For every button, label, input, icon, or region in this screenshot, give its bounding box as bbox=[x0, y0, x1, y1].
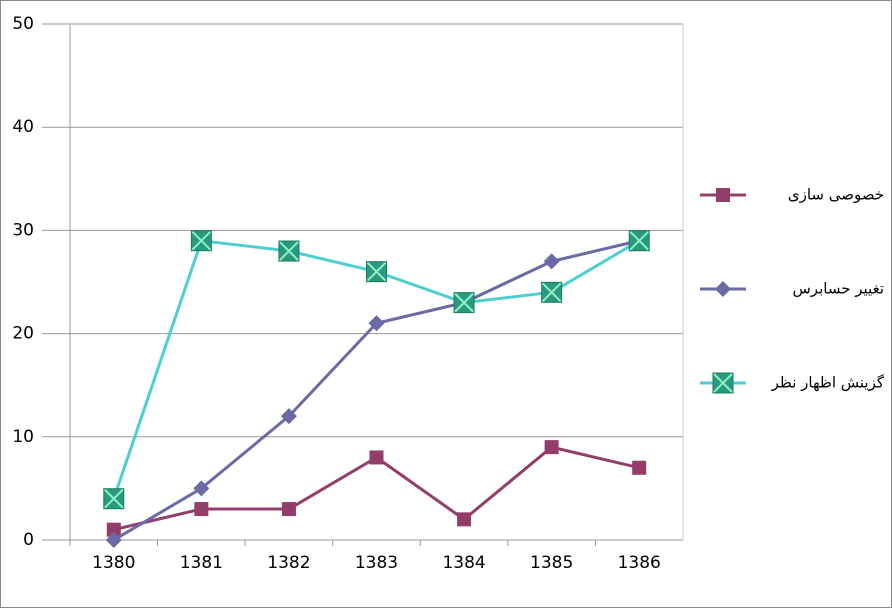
marker bbox=[194, 502, 208, 516]
legend-text: خصوصی سازی bbox=[788, 186, 884, 204]
marker bbox=[367, 262, 387, 282]
y-tick-label: 10 bbox=[12, 427, 34, 447]
marker-part bbox=[545, 440, 559, 454]
legend-text: تغییر حسابرس bbox=[793, 280, 885, 298]
marker-part bbox=[194, 502, 208, 516]
x-tick-label: 1385 bbox=[530, 553, 573, 573]
x-tick-label: 1381 bbox=[180, 553, 223, 573]
chart: 0 10 20 30 40 50 1380 1381 1382 1383 1384 1385 1386 خ… bbox=[0, 0, 892, 608]
marker-part bbox=[282, 502, 296, 516]
chart-border bbox=[1, 1, 892, 608]
marker bbox=[104, 489, 124, 509]
x-tick-label: 1383 bbox=[355, 553, 398, 573]
y-tick-label: 30 bbox=[12, 220, 34, 240]
legend-text: گزینش اظهار نظر bbox=[771, 374, 885, 392]
x-tick-label: 1384 bbox=[442, 553, 485, 573]
marker bbox=[457, 512, 471, 526]
marker-part bbox=[457, 512, 471, 526]
page: {"chart_data": {"type": "line", "categor… bbox=[0, 0, 892, 612]
x-tick-label: 1386 bbox=[618, 553, 661, 573]
marker bbox=[713, 373, 733, 393]
marker bbox=[279, 241, 299, 261]
marker bbox=[716, 188, 730, 202]
y-tick-label: 0 bbox=[23, 530, 34, 550]
marker-part bbox=[716, 188, 730, 202]
y-tick-label: 20 bbox=[12, 324, 34, 344]
marker bbox=[454, 293, 474, 313]
marker bbox=[191, 231, 211, 251]
x-tick-label: 1382 bbox=[267, 553, 310, 573]
marker bbox=[632, 461, 646, 475]
y-tick-label: 40 bbox=[12, 117, 34, 137]
marker-part bbox=[632, 461, 646, 475]
marker bbox=[370, 450, 384, 464]
marker bbox=[542, 282, 562, 302]
marker bbox=[629, 231, 649, 251]
marker bbox=[545, 440, 559, 454]
y-tick-label: 50 bbox=[12, 14, 34, 34]
marker bbox=[282, 502, 296, 516]
marker-part bbox=[370, 450, 384, 464]
x-tick-label: 1380 bbox=[92, 553, 135, 573]
